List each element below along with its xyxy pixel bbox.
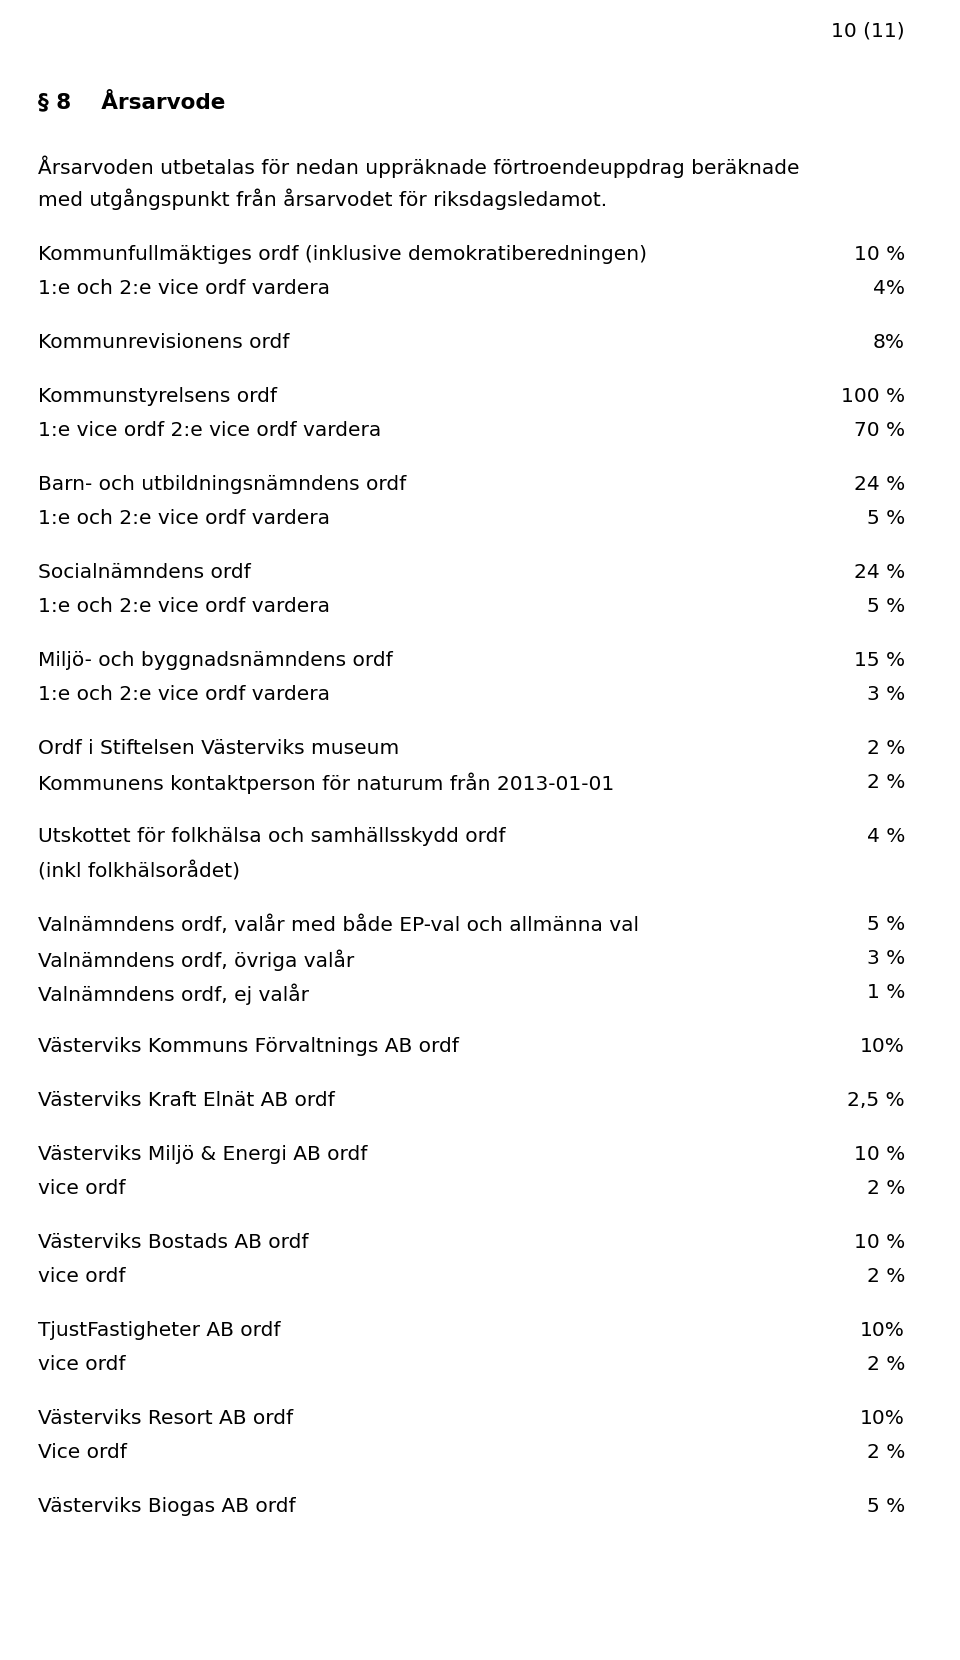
Text: Socialnämndens ordf: Socialnämndens ordf xyxy=(38,563,251,583)
Text: Kommunstyrelsens ordf: Kommunstyrelsens ordf xyxy=(38,387,277,407)
Text: § 8    Årsarvode: § 8 Årsarvode xyxy=(38,90,226,113)
Text: 15 %: 15 % xyxy=(853,651,905,671)
Text: 10%: 10% xyxy=(860,1038,905,1056)
Text: Ordf i Stiftelsen Västerviks museum: Ordf i Stiftelsen Västerviks museum xyxy=(38,739,399,759)
Text: 1:e och 2:e vice ordf vardera: 1:e och 2:e vice ordf vardera xyxy=(38,686,330,704)
Text: 10 %: 10 % xyxy=(853,1145,905,1164)
Text: 2 %: 2 % xyxy=(867,1267,905,1286)
Text: 4 %: 4 % xyxy=(867,827,905,847)
Text: 2 %: 2 % xyxy=(867,774,905,792)
Text: vice ordf: vice ordf xyxy=(38,1355,126,1374)
Text: 70 %: 70 % xyxy=(853,422,905,440)
Text: 10 %: 10 % xyxy=(853,1233,905,1252)
Text: 10%: 10% xyxy=(860,1409,905,1428)
Text: Utskottet för folkhälsa och samhällsskydd ordf: Utskottet för folkhälsa och samhällsskyd… xyxy=(38,827,506,847)
Text: 1 %: 1 % xyxy=(867,983,905,1003)
Text: Västerviks Biogas AB ordf: Västerviks Biogas AB ordf xyxy=(38,1497,296,1516)
Text: 5 %: 5 % xyxy=(867,510,905,528)
Text: Årsarvoden utbetalas för nedan uppräknade förtroendeuppdrag beräknade: Årsarvoden utbetalas för nedan uppräknad… xyxy=(38,154,800,178)
Text: Västerviks Resort AB ordf: Västerviks Resort AB ordf xyxy=(38,1409,293,1428)
Text: 5 %: 5 % xyxy=(867,915,905,935)
Text: (inkl folkhälsorådet): (inkl folkhälsorådet) xyxy=(38,862,240,881)
Text: 2 %: 2 % xyxy=(867,739,905,759)
Text: 2 %: 2 % xyxy=(867,1443,905,1462)
Text: 1:e och 2:e vice ordf vardera: 1:e och 2:e vice ordf vardera xyxy=(38,510,330,528)
Text: 100 %: 100 % xyxy=(841,387,905,407)
Text: 10 %: 10 % xyxy=(853,246,905,264)
Text: Barn- och utbildningsnämndens ordf: Barn- och utbildningsnämndens ordf xyxy=(38,475,406,495)
Text: TjustFastigheter AB ordf: TjustFastigheter AB ordf xyxy=(38,1321,280,1340)
Text: 2 %: 2 % xyxy=(867,1355,905,1374)
Text: Kommunrevisionens ordf: Kommunrevisionens ordf xyxy=(38,334,289,352)
Text: Västerviks Kommuns Förvaltnings AB ordf: Västerviks Kommuns Förvaltnings AB ordf xyxy=(38,1038,459,1056)
Text: Kommunfullmäktiges ordf (inklusive demokratiberedningen): Kommunfullmäktiges ordf (inklusive demok… xyxy=(38,246,647,264)
Text: Kommunens kontaktperson för naturum från 2013-01-01: Kommunens kontaktperson för naturum från… xyxy=(38,774,614,795)
Text: Vice ordf: Vice ordf xyxy=(38,1443,127,1462)
Text: 5 %: 5 % xyxy=(867,598,905,616)
Text: Valnämndens ordf, valår med både EP-val och allmänna val: Valnämndens ordf, valår med både EP-val … xyxy=(38,915,639,935)
Text: med utgångspunkt från årsarvodet för riksdagsledamot.: med utgångspunkt från årsarvodet för rik… xyxy=(38,189,607,211)
Text: 3 %: 3 % xyxy=(867,950,905,968)
Text: 10%: 10% xyxy=(860,1321,905,1340)
Text: 1:e och 2:e vice ordf vardera: 1:e och 2:e vice ordf vardera xyxy=(38,598,330,616)
Text: Västerviks Miljö & Energi AB ordf: Västerviks Miljö & Energi AB ordf xyxy=(38,1145,368,1164)
Text: vice ordf: vice ordf xyxy=(38,1267,126,1286)
Text: 2 %: 2 % xyxy=(867,1179,905,1199)
Text: 1:e vice ordf 2:e vice ordf vardera: 1:e vice ordf 2:e vice ordf vardera xyxy=(38,422,381,440)
Text: 8%: 8% xyxy=(873,334,905,352)
Text: 24 %: 24 % xyxy=(853,563,905,583)
Text: Västerviks Kraft Elnät AB ordf: Västerviks Kraft Elnät AB ordf xyxy=(38,1091,335,1111)
Text: 2,5 %: 2,5 % xyxy=(848,1091,905,1111)
Text: 5 %: 5 % xyxy=(867,1497,905,1516)
Text: Valnämndens ordf, ej valår: Valnämndens ordf, ej valår xyxy=(38,983,309,1004)
Text: Valnämndens ordf, övriga valår: Valnämndens ordf, övriga valår xyxy=(38,950,354,971)
Text: 10 (11): 10 (11) xyxy=(831,22,905,42)
Text: Västerviks Bostads AB ordf: Västerviks Bostads AB ordf xyxy=(38,1233,308,1252)
Text: 3 %: 3 % xyxy=(867,686,905,704)
Text: 1:e och 2:e vice ordf vardera: 1:e och 2:e vice ordf vardera xyxy=(38,279,330,299)
Text: 4%: 4% xyxy=(873,279,905,299)
Text: Miljö- och byggnadsnämndens ordf: Miljö- och byggnadsnämndens ordf xyxy=(38,651,393,671)
Text: vice ordf: vice ordf xyxy=(38,1179,126,1199)
Text: 24 %: 24 % xyxy=(853,475,905,495)
